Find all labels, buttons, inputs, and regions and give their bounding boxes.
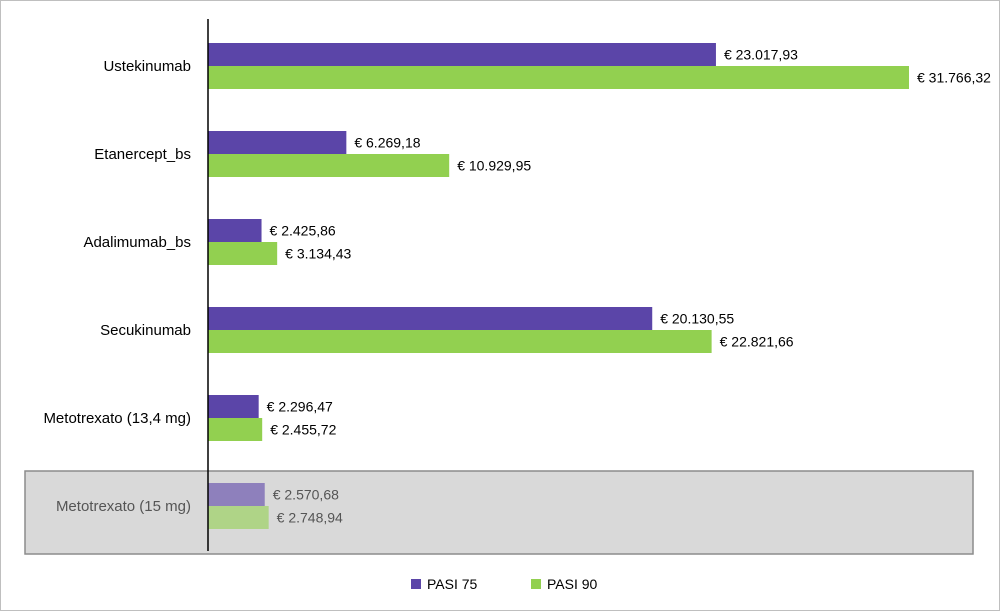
data-label-pasi-90-metotrexato-13-4-mg: € 2.455,72 [270,422,336,438]
bar-pasi-90-metotrexato-15-mg [208,506,269,529]
bar-pasi-75-etanercept-bs [208,131,347,154]
data-label-pasi-90-adalimumab-bs: € 3.134,43 [285,246,351,262]
data-label-pasi-75-etanercept-bs: € 6.269,18 [354,135,420,151]
data-label-pasi-90-secukinumab: € 22.821,66 [720,334,794,350]
bar-pasi-75-metotrexato-15-mg [208,483,265,506]
category-label-ustekinumab: Ustekinumab [103,58,191,75]
bar-pasi-75-ustekinumab [208,43,716,66]
legend-layer: PASI 75 PASI 90 [411,576,598,592]
highlight-box [24,470,974,555]
legend-label-pasi-75: PASI 75 [427,576,478,592]
bar-pasi-90-secukinumab [208,330,712,353]
category-label-etanercept-bs: Etanercept_bs [94,146,191,163]
bar-pasi-90-ustekinumab [208,66,909,89]
category-label-adalimumab-bs: Adalimumab_bs [83,234,191,251]
bar-pasi-75-adalimumab-bs [208,219,262,242]
highlight-layer [24,470,974,555]
legend-swatch-pasi-75 [411,579,421,589]
data-label-pasi-90-etanercept-bs: € 10.929,95 [457,158,531,174]
bars-layer [208,43,909,529]
category-label-metotrexato-15-mg: Metotrexato (15 mg) [56,498,191,515]
data-label-pasi-75-secukinumab: € 20.130,55 [660,311,734,327]
bar-pasi-90-etanercept-bs [208,154,450,177]
category-label-metotrexato-13-4-mg: Metotrexato (13,4 mg) [43,410,191,427]
bar-pasi-90-adalimumab-bs [208,242,278,265]
bar-pasi-75-metotrexato-13-4-mg [208,395,259,418]
labels-layer: € 23.017,93 € 31.766,32 Ustekinumab € 6.269… [43,47,991,526]
bar-pasi-90-metotrexato-13-4-mg [208,418,263,441]
legend-swatch-pasi-90 [531,579,541,589]
data-label-pasi-90-ustekinumab: € 31.766,32 [917,70,991,86]
bar-pasi-75-secukinumab [208,307,653,330]
data-label-pasi-75-adalimumab-bs: € 2.425,86 [270,223,336,239]
category-label-secukinumab: Secukinumab [100,322,191,339]
data-label-pasi-75-metotrexato-15-mg: € 2.570,68 [273,487,339,503]
data-label-pasi-75-metotrexato-13-4-mg: € 2.296,47 [267,399,333,415]
data-label-pasi-90-metotrexato-15-mg: € 2.748,94 [277,510,343,526]
legend-label-pasi-90: PASI 90 [547,576,598,592]
data-label-pasi-75-ustekinumab: € 23.017,93 [724,47,798,63]
